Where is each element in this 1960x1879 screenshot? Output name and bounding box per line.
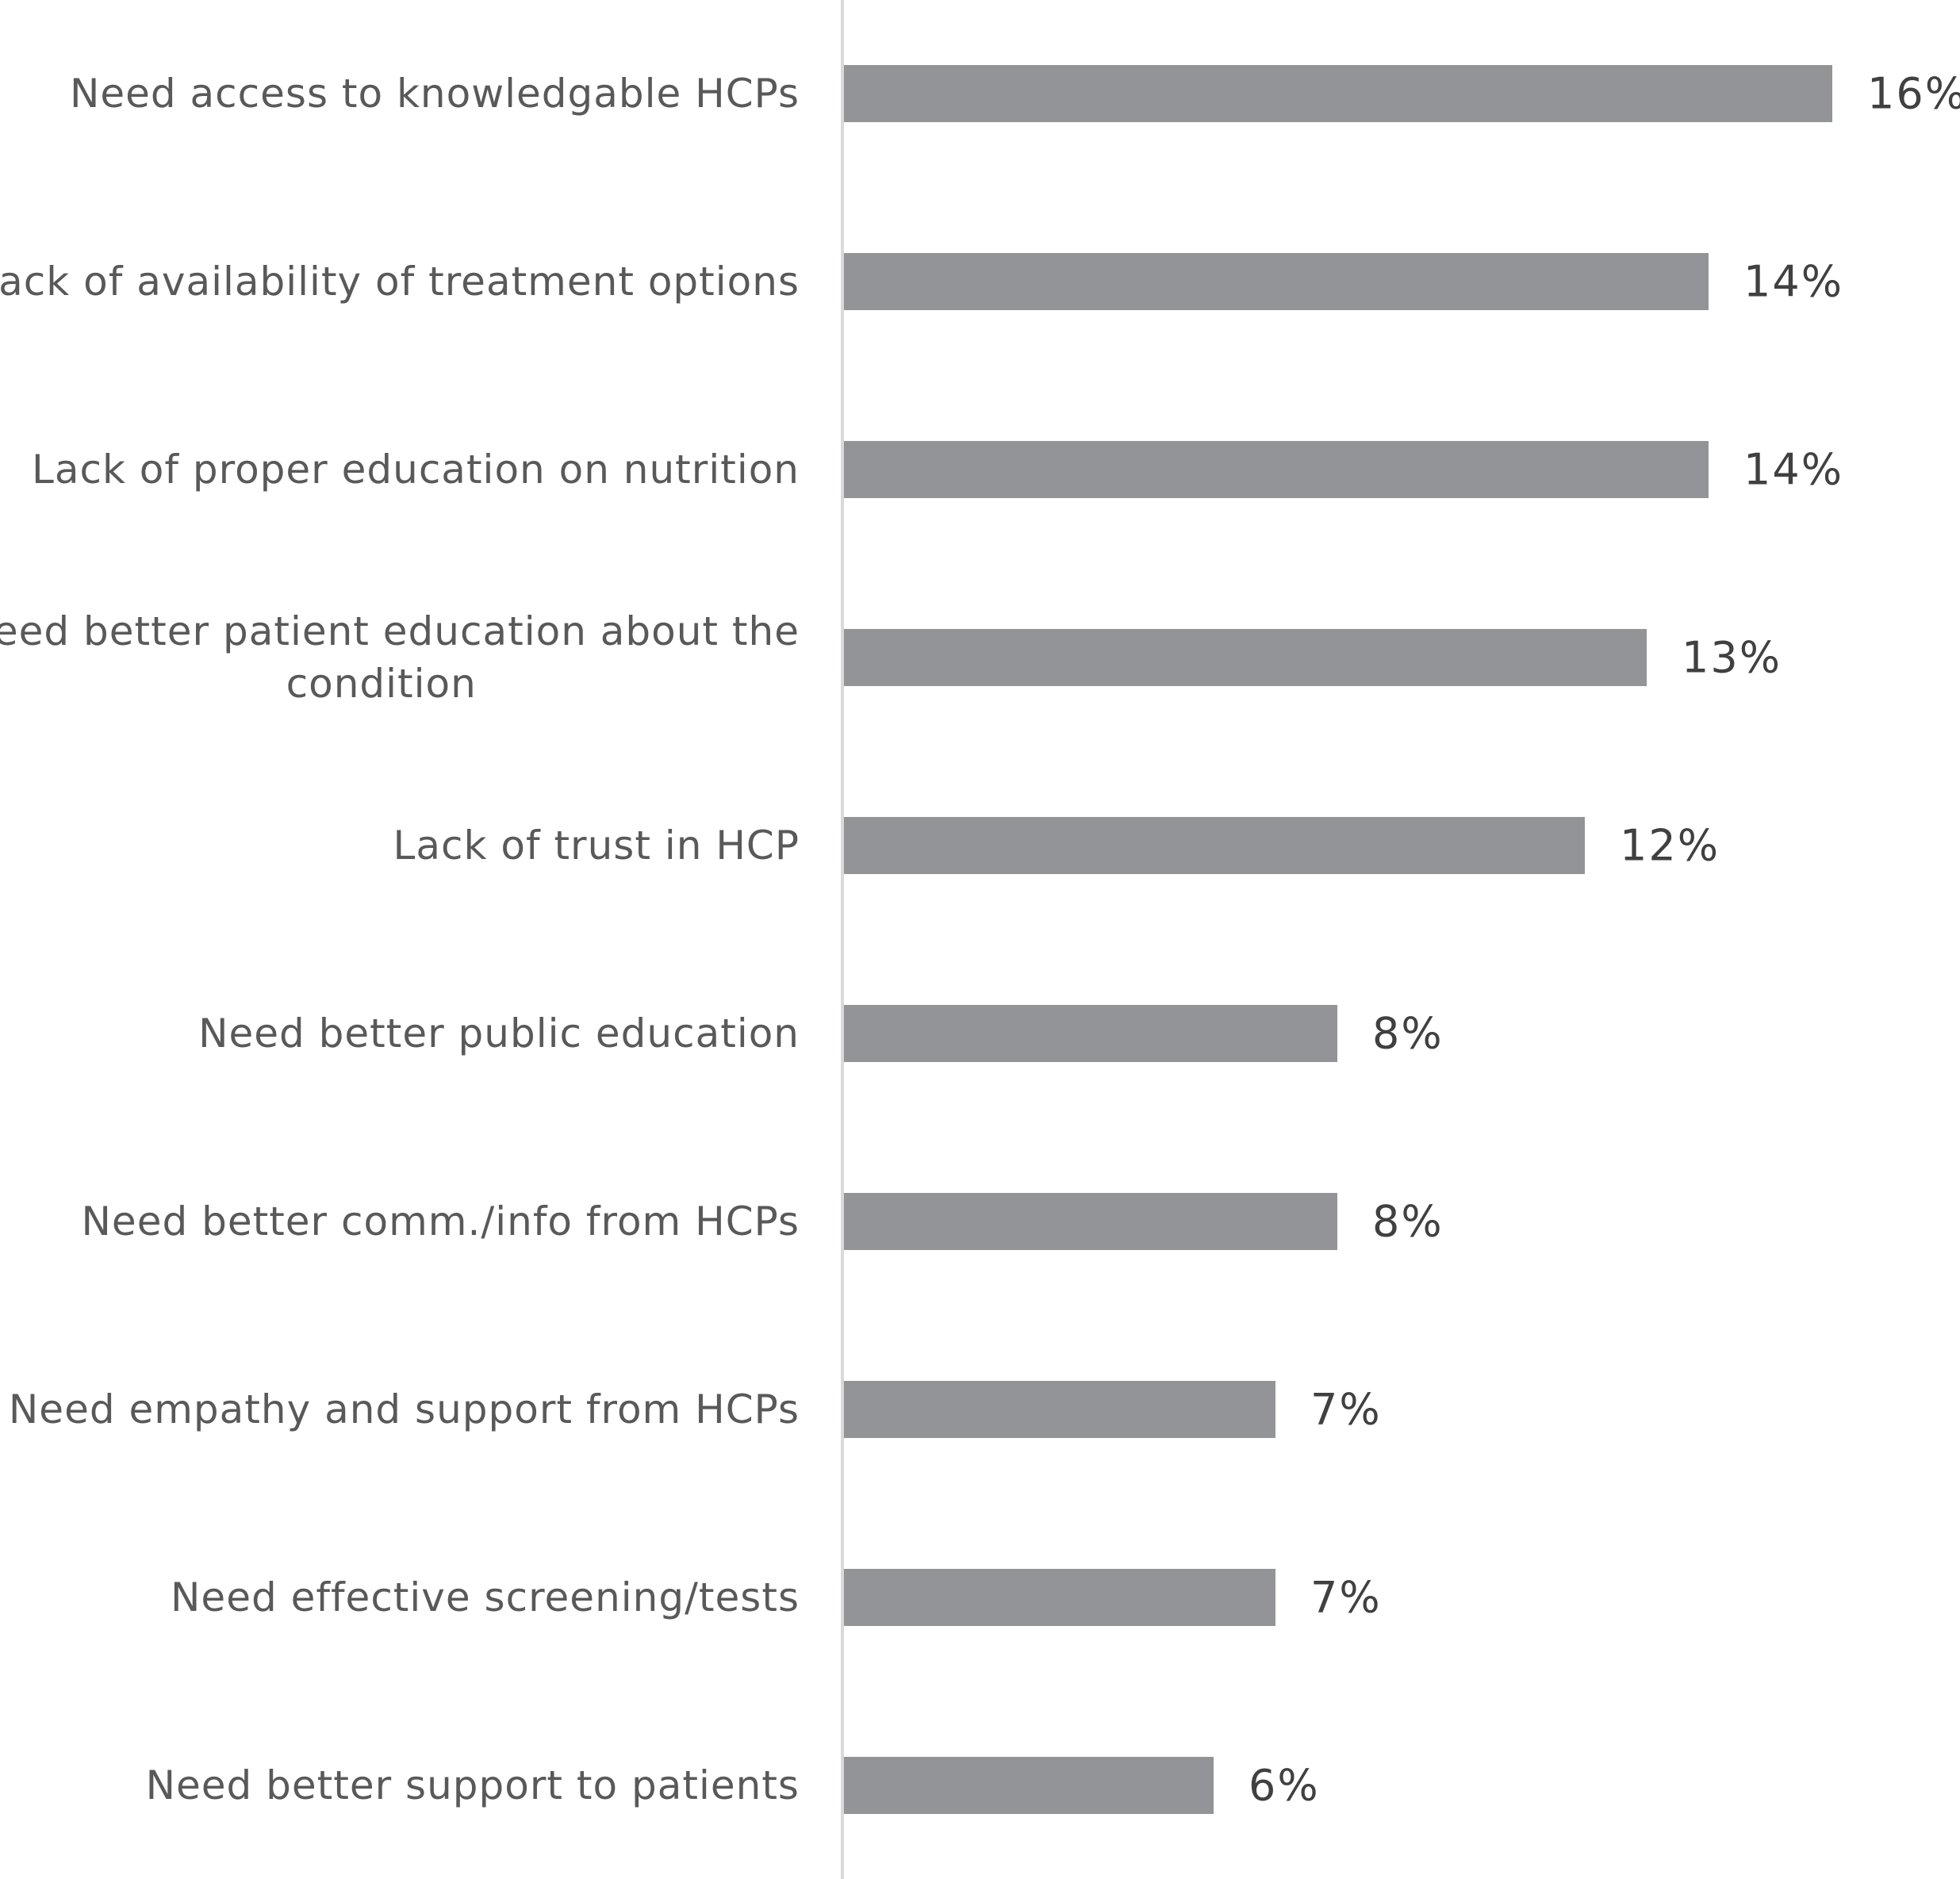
value-label: 8% (1372, 1197, 1444, 1247)
bar (842, 441, 1709, 498)
value-label: 7% (1310, 1573, 1382, 1623)
bar (842, 1381, 1275, 1438)
value-label: 12% (1620, 821, 1720, 871)
bar (842, 1193, 1337, 1250)
value-label: 7% (1310, 1385, 1382, 1435)
bar (842, 629, 1647, 686)
category-label: Need effective screening/tests (171, 1574, 800, 1620)
category-label: Need better public education (198, 1010, 800, 1056)
value-label: 14% (1743, 257, 1843, 307)
value-label: 6% (1248, 1761, 1320, 1811)
category-label: Need better support to patients (146, 1762, 800, 1808)
bar (842, 253, 1709, 310)
bar (842, 1005, 1337, 1062)
value-label: 14% (1743, 445, 1843, 495)
bar (842, 1757, 1214, 1814)
category-label: Need access to knowledgable HCPs (70, 71, 800, 117)
category-label-line: Need better patient education about the (0, 608, 800, 654)
bar (842, 1569, 1275, 1626)
category-label-line: condition (286, 661, 477, 707)
category-label: Lack of trust in HCP (393, 823, 800, 869)
category-label: Need empathy and support from HCPs (9, 1386, 800, 1432)
category-label: Need better comm./info from HCPs (82, 1198, 800, 1244)
category-labels: Need access to knowledgable HCPs Lack of … (0, 71, 800, 1808)
category-label: Lack of proper education on nutrition (32, 447, 800, 493)
value-label: 8% (1372, 1009, 1444, 1059)
value-label: 13% (1682, 633, 1782, 683)
category-label: Lack of availability of treatment option… (0, 259, 800, 305)
bars (842, 65, 1832, 1814)
category-label: Need better patient education about the c… (0, 608, 800, 707)
value-label: 16% (1867, 69, 1960, 119)
bar (842, 817, 1585, 874)
value-labels: 16% 14% 14% 13% 12% 8% 8% 7% 7% 6% (1248, 69, 1960, 1811)
bar (842, 65, 1832, 122)
